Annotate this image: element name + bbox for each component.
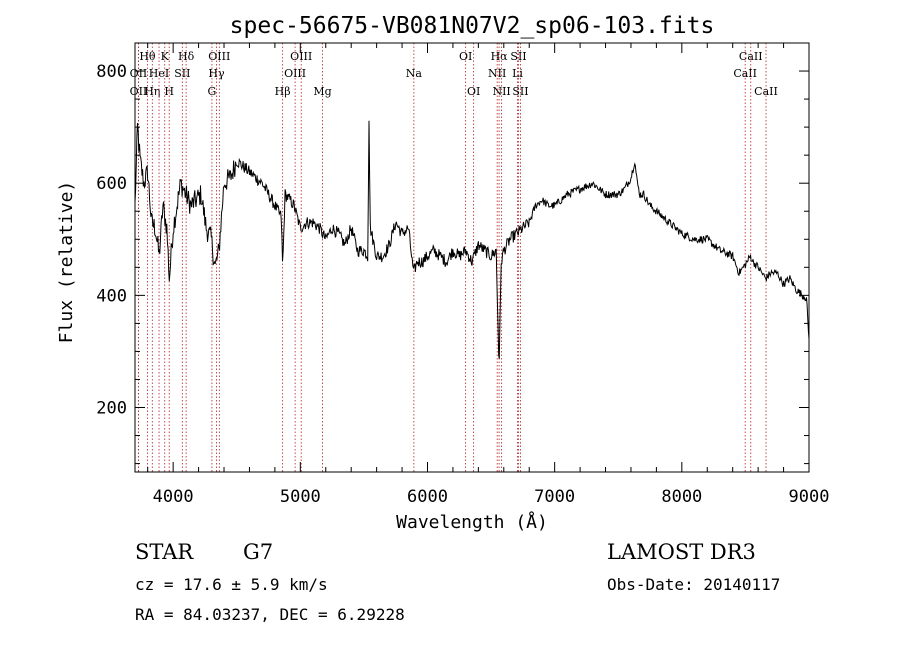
x-tick-label: 4000 — [153, 487, 194, 507]
spectral-line-label: SII — [174, 67, 190, 80]
spectral-line-label: OI — [459, 50, 472, 63]
y-axis-label: Flux (relative) — [56, 181, 77, 344]
object-class: STAR — [135, 540, 194, 564]
spectral-subclass: G7 — [243, 540, 274, 564]
observation-date: Obs-Date: 20140117 — [607, 575, 781, 594]
spectral-line-label: NII — [492, 85, 510, 98]
coordinates: RA = 84.03237, DEC = 6.29228 — [135, 605, 405, 624]
spectral-line-label: Hθ — [139, 50, 156, 63]
spectral-line-label: OI — [467, 85, 480, 98]
spectral-line-label: Hγ — [208, 67, 225, 80]
spectrum-series — [134, 120, 810, 359]
spectral-line-label: Hδ — [178, 50, 195, 63]
spectral-line-label: H — [164, 85, 174, 98]
redshift-value: cz = 17.6 ± 5.9 km/s — [135, 575, 328, 594]
spectral-line-label: G — [208, 85, 217, 98]
x-tick-label: 7000 — [534, 487, 575, 507]
spectral-line-label: OII — [130, 85, 148, 98]
x-tick-label: 8000 — [661, 487, 702, 507]
x-tick-label: 9000 — [789, 487, 830, 507]
spectral-line-label: Mg — [313, 85, 331, 98]
spectral-line-label: Na — [406, 67, 423, 80]
y-tick-label: 200 — [96, 399, 127, 419]
survey-name: LAMOST DR3 — [607, 540, 756, 564]
y-tick-label: 600 — [96, 174, 127, 194]
spectral-line-label: CaII — [754, 85, 778, 98]
y-tick-label: 400 — [96, 286, 127, 306]
spectral-line-label: Hβ — [275, 85, 291, 98]
spectral-line-label: HeI — [149, 67, 169, 80]
x-axis-label: Wavelength (Å) — [396, 511, 548, 533]
spectral-line-label: CaII — [739, 50, 763, 63]
plot-frame — [134, 42, 810, 473]
y-tick-label: 800 — [96, 62, 127, 82]
spectral-line-label: Hα — [491, 50, 509, 63]
chart-title: spec-56675-VB081N07V2_sp06-103.fits — [230, 13, 715, 39]
x-tick-label: 6000 — [407, 487, 448, 507]
spectral-line-label: CaII — [733, 67, 757, 80]
spectral-line-label: Li — [512, 67, 523, 80]
spectral-line-label: SII — [512, 85, 528, 98]
x-tick-label: 5000 — [280, 487, 321, 507]
spectral-line-label: K — [161, 50, 170, 63]
spectral-line-label: OIII — [208, 50, 230, 63]
spectral-line-label: OII — [130, 67, 148, 80]
spectral-line-label: Hη — [144, 85, 160, 98]
spectral-line-label: SII — [510, 50, 526, 63]
spectral-line-label: NII — [488, 67, 506, 80]
spectral-line-label: OIII — [284, 67, 306, 80]
spectral-line-label: OIII — [290, 50, 312, 63]
